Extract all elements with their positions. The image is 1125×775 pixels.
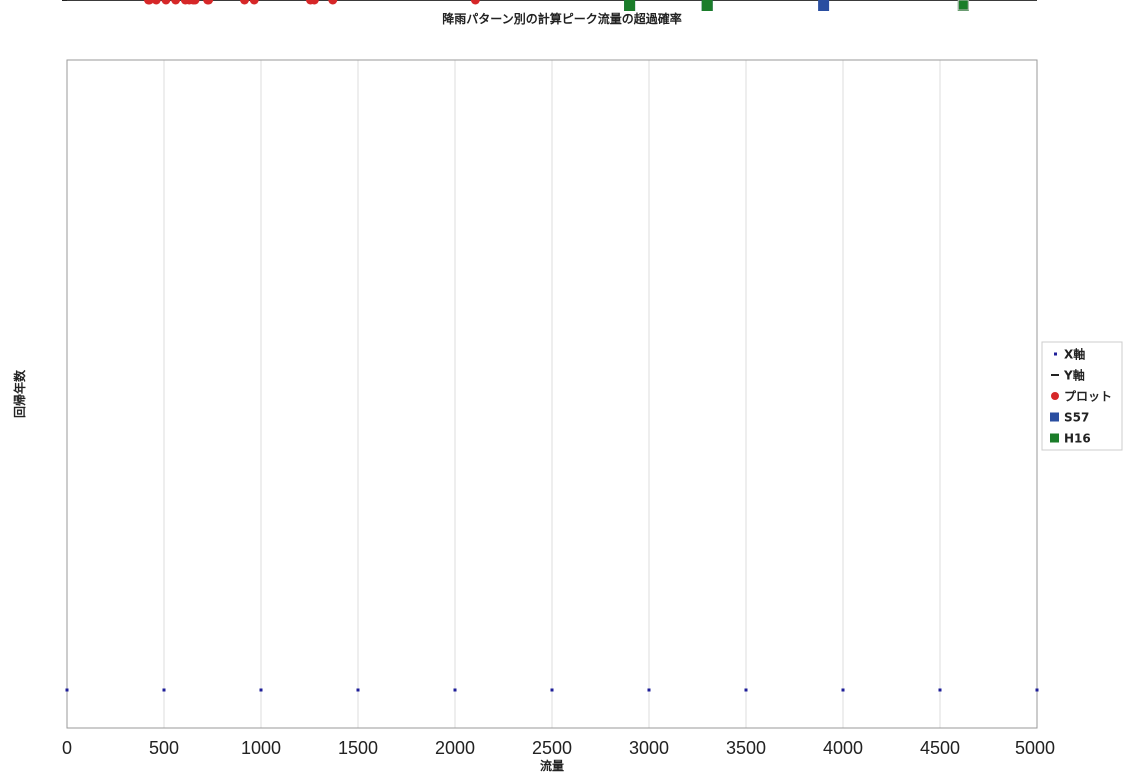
plot-point [144, 0, 154, 5]
legend-marker-dot [1054, 352, 1057, 356]
x-axis-dot [65, 688, 69, 692]
x-tick-label: 2500 [532, 738, 572, 758]
y-tick-label: 50 [39, 0, 58, 4]
plot-point [328, 0, 338, 5]
x-tick-label: 5000 [1015, 738, 1055, 758]
plot-point [470, 0, 480, 5]
x-axis-dot [162, 688, 166, 692]
x-tick-label: 4500 [920, 738, 960, 758]
legend-label: Y軸 [1063, 368, 1085, 383]
x-axis-dots [65, 688, 1039, 692]
plot-point [151, 0, 161, 5]
empty-marker [957, 0, 969, 11]
h16-point [624, 0, 636, 11]
x-tick-label: 1500 [338, 738, 378, 758]
plot-area [66, 59, 1038, 729]
legend-marker-square [1050, 412, 1059, 422]
x-axis-dot [550, 688, 554, 692]
legend-label: X軸 [1064, 347, 1085, 362]
legend-label: S57 [1064, 411, 1089, 425]
x-tick-label: 2000 [435, 738, 475, 758]
h16-point [957, 0, 969, 11]
x-axis-label: 流量 [540, 758, 564, 773]
legend-label: プロット [1064, 389, 1112, 404]
x-axis-dot [938, 688, 942, 692]
legend-label: H16 [1064, 432, 1091, 446]
y-tick-label: 500 [30, 0, 58, 4]
y-tick-label: 100 [30, 0, 58, 4]
y-tick-label: 200 [30, 0, 58, 4]
x-tick-label: 3000 [629, 738, 669, 758]
x-axis-dot [647, 688, 651, 692]
x-tick-label: 0 [62, 738, 72, 758]
x-axis-dot [744, 688, 748, 692]
x-axis-dot [453, 688, 457, 692]
y-tick-label: 2 [49, 0, 58, 4]
legend-marker-circle [1051, 392, 1059, 400]
x-axis-dot [1035, 688, 1039, 692]
legend-marker-square [1050, 433, 1059, 443]
x-axis-dot [841, 688, 845, 692]
x-tick-label: 3500 [726, 738, 766, 758]
plot-point [240, 0, 250, 5]
plot-point [249, 0, 259, 5]
grid [66, 60, 1038, 728]
data-marks [143, 0, 969, 11]
y-axis-label: 回帰年数 [12, 369, 27, 418]
x-tick-labels: 0 500 1000 1500 2000 2500 3000 3500 4000 4500 5000 [62, 738, 1055, 758]
chart-title: 降雨パターン別の計算ピーク流量の超過確率 [442, 11, 681, 26]
plot-point [204, 0, 214, 5]
s57-point [818, 0, 830, 11]
plot-point [171, 0, 181, 5]
y-tick-label: 5 [49, 0, 58, 4]
plot-point [161, 0, 171, 5]
x-tick-label: 4000 [823, 738, 863, 758]
y-tick-label: 20 [39, 0, 58, 4]
x-tick-label: 1000 [241, 738, 281, 758]
y-tick-labels: 500200100502010521 [30, 0, 58, 4]
x-axis-dot [259, 688, 263, 692]
y-tick-label: 1 [49, 0, 58, 4]
plot-point [309, 0, 319, 5]
y-tick-label: 10 [39, 0, 58, 4]
x-tick-label: 500 [149, 738, 179, 758]
x-axis-dot [356, 688, 360, 692]
plot-point [190, 0, 200, 5]
h16-point [701, 0, 713, 11]
